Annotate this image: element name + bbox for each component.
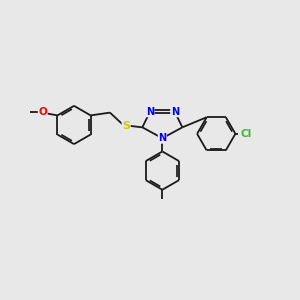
Text: S: S xyxy=(122,121,130,131)
Text: N: N xyxy=(171,107,179,117)
Text: Cl: Cl xyxy=(240,129,252,139)
Text: O: O xyxy=(38,107,47,118)
Text: N: N xyxy=(146,107,154,117)
Text: N: N xyxy=(158,133,166,143)
